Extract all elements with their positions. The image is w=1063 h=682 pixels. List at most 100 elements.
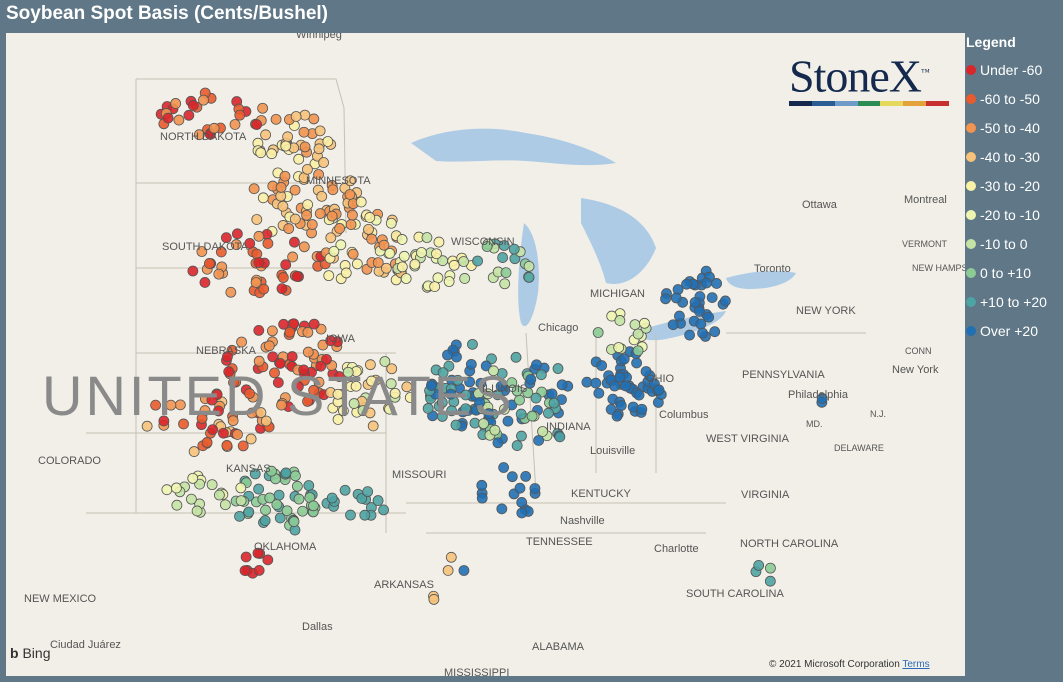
basis-marker[interactable] [239, 565, 251, 577]
basis-marker[interactable] [283, 223, 295, 234]
basis-marker[interactable] [530, 392, 542, 404]
basis-marker[interactable] [204, 258, 215, 269]
basis-marker[interactable] [253, 325, 265, 336]
basis-marker[interactable] [325, 335, 337, 347]
basis-marker[interactable] [719, 295, 731, 307]
basis-marker[interactable] [366, 375, 377, 387]
basis-marker[interactable] [297, 505, 308, 517]
basis-marker[interactable] [321, 353, 332, 365]
basis-marker[interactable] [697, 327, 708, 339]
basis-marker[interactable] [186, 493, 197, 505]
basis-marker[interactable] [443, 276, 455, 287]
basis-marker[interactable] [409, 258, 421, 270]
basis-marker[interactable] [274, 358, 286, 369]
basis-marker[interactable] [328, 246, 340, 257]
basis-marker[interactable] [220, 232, 232, 244]
basis-marker[interactable] [452, 374, 464, 386]
basis-marker[interactable] [276, 283, 288, 295]
basis-marker[interactable] [364, 212, 376, 223]
basis-marker[interactable] [701, 277, 713, 289]
basis-map[interactable]: UNITED STATES Winnipeg NORTH DAKOTA MINN… [6, 33, 965, 676]
basis-marker[interactable] [198, 94, 209, 106]
basis-marker[interactable] [472, 255, 483, 267]
basis-marker[interactable] [208, 122, 220, 134]
basis-marker[interactable] [252, 547, 264, 559]
basis-marker[interactable] [258, 283, 270, 295]
basis-marker[interactable] [615, 400, 627, 411]
basis-marker[interactable] [215, 246, 227, 258]
basis-marker[interactable] [554, 431, 566, 443]
basis-marker[interactable] [201, 436, 213, 448]
basis-marker[interactable] [313, 376, 325, 388]
basis-marker[interactable] [158, 415, 170, 427]
basis-marker[interactable] [308, 113, 320, 125]
basis-marker[interactable] [230, 239, 242, 250]
terms-link[interactable]: Terms [902, 659, 930, 670]
basis-marker[interactable] [632, 328, 644, 340]
basis-marker[interactable] [293, 493, 305, 505]
basis-marker[interactable] [161, 484, 173, 496]
basis-marker[interactable] [260, 504, 271, 516]
legend-item[interactable]: Under -60 [966, 55, 1061, 84]
legend-item[interactable]: -60 to -50 [966, 84, 1061, 113]
basis-marker[interactable] [234, 510, 245, 522]
basis-marker[interactable] [280, 467, 292, 479]
basis-marker[interactable] [514, 482, 526, 494]
basis-marker[interactable] [213, 268, 225, 280]
basis-marker[interactable] [481, 241, 493, 252]
basis-marker[interactable] [291, 480, 303, 492]
basis-marker[interactable] [581, 376, 593, 388]
basis-marker[interactable] [235, 495, 247, 507]
basis-marker[interactable] [765, 562, 776, 574]
basis-marker[interactable] [188, 446, 200, 457]
basis-marker[interactable] [510, 351, 522, 363]
basis-marker[interactable] [327, 184, 339, 196]
basis-marker[interactable] [266, 148, 278, 160]
basis-marker[interactable] [502, 415, 514, 427]
basis-marker[interactable] [426, 380, 437, 391]
basis-marker[interactable] [498, 462, 510, 473]
basis-marker[interactable] [404, 392, 416, 403]
basis-marker[interactable] [667, 319, 679, 331]
basis-marker[interactable] [235, 482, 247, 494]
basis-marker[interactable] [302, 163, 313, 175]
basis-marker[interactable] [474, 397, 485, 408]
basis-marker[interactable] [500, 267, 512, 279]
basis-marker[interactable] [284, 326, 296, 338]
basis-marker[interactable] [753, 560, 765, 571]
basis-marker[interactable] [379, 356, 391, 367]
basis-marker[interactable] [196, 246, 208, 257]
basis-marker[interactable] [372, 495, 384, 506]
basis-marker[interactable] [332, 414, 344, 425]
basis-marker[interactable] [516, 430, 527, 442]
basis-marker[interactable] [251, 119, 263, 130]
basis-marker[interactable] [344, 189, 356, 200]
basis-marker[interactable] [266, 465, 277, 477]
basis-marker[interactable] [605, 403, 617, 415]
basis-marker[interactable] [362, 486, 374, 498]
basis-marker[interactable] [289, 236, 300, 248]
basis-marker[interactable] [378, 504, 389, 516]
basis-marker[interactable] [244, 238, 256, 249]
basis-marker[interactable] [451, 351, 462, 363]
basis-marker[interactable] [316, 190, 328, 202]
basis-marker[interactable] [401, 381, 413, 393]
basis-marker[interactable] [709, 326, 721, 338]
basis-marker[interactable] [537, 426, 548, 437]
basis-marker[interactable] [514, 394, 525, 406]
basis-marker[interactable] [431, 248, 442, 260]
basis-marker[interactable] [313, 169, 325, 180]
basis-marker[interactable] [364, 359, 376, 371]
basis-marker[interactable] [448, 259, 460, 271]
basis-marker[interactable] [511, 440, 523, 451]
basis-marker[interactable] [244, 388, 255, 399]
basis-marker[interactable] [614, 371, 626, 383]
basis-marker[interactable] [342, 366, 354, 378]
basis-marker[interactable] [437, 367, 449, 378]
basis-marker[interactable] [255, 147, 267, 159]
basis-marker[interactable] [250, 277, 262, 288]
basis-marker[interactable] [229, 119, 241, 130]
basis-marker[interactable] [398, 250, 410, 262]
basis-marker[interactable] [262, 238, 274, 249]
basis-marker[interactable] [460, 389, 472, 401]
